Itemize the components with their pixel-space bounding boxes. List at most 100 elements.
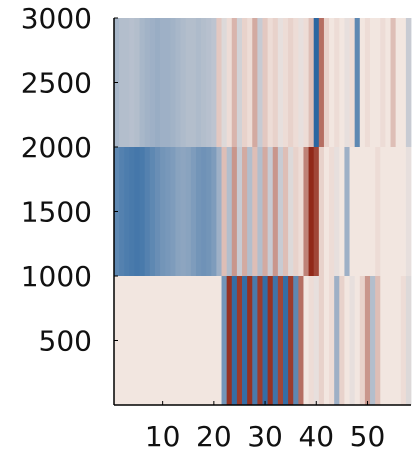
heatmap-cell [313,276,320,405]
heatmap-cell [195,147,202,276]
heatmap-cell [139,147,146,276]
heatmap-cell [185,18,192,147]
heatmap-cell [216,147,222,276]
heatmap-cell [129,18,135,147]
heatmap-cell [160,18,166,147]
heatmap-cell [370,18,376,147]
heatmap-cell [129,147,135,276]
heatmap-cell [282,276,289,405]
heatmap-cell [160,276,166,405]
heatmap-cell [329,147,335,276]
heatmap-cell [293,147,299,276]
heatmap-cell [185,147,192,276]
heatmap-cell [318,147,325,276]
heatmap-cell [211,147,217,276]
x-tick-label: 40 [298,420,334,451]
heatmap-cell [201,147,207,276]
heatmap-cell [277,147,284,276]
heatmap-cell [339,18,345,147]
heatmap-cell [242,147,248,276]
y-tick-label: 2000 [21,131,92,164]
heatmap-cell [160,147,166,276]
x-tick-label: 30 [247,420,283,451]
heatmap-cell [390,18,397,147]
heatmap-cell [190,276,197,405]
heatmap-cell [195,276,202,405]
y-tick-labels: 500 1000 1500 2000 2500 3000 [21,2,118,358]
heatmap-cell [216,18,222,147]
heatmap-cell [154,18,161,147]
heatmap-cell [375,18,381,147]
heatmap-cell [221,276,228,405]
heatmap-cell [282,18,289,147]
heatmap-cell [395,147,402,276]
heatmap-cell [190,18,197,147]
heatmap-cell [400,18,407,147]
heatmap-cell [385,147,391,276]
heatmap-cell [313,18,320,147]
heatmap-cell [262,18,269,147]
heatmap-cell [252,276,258,405]
heatmap-cell [226,18,233,147]
heatmap-cell [293,18,299,147]
heatmap-cell [236,18,243,147]
heatmap-cell [201,18,207,147]
heatmap-cell [180,147,187,276]
heatmap-cell [221,18,228,147]
heatmap-cell [349,276,356,405]
heatmap-cell [154,276,161,405]
heatmap-cell [252,18,258,147]
heatmap-cell [359,18,366,147]
heatmap-cell [124,276,130,405]
heatmap-cell [226,147,233,276]
heatmap-cell [144,18,151,147]
heatmap-cell [231,18,238,147]
heatmap-cell [380,18,386,147]
heatmap-cell [247,276,253,405]
heatmap-cell [149,276,156,405]
heatmap-cell [339,147,345,276]
heatmap-cell [129,276,135,405]
heatmap-cell [221,147,228,276]
heatmap-cell [134,147,140,276]
heatmap-cell [185,276,192,405]
heatmap-cell [236,276,243,405]
x-tick-label: 20 [196,420,232,451]
heatmap-cell [139,276,146,405]
heatmap-cell [329,276,335,405]
heatmap-cell [216,276,222,405]
heatmap-cell [298,147,304,276]
heatmap-cell [226,276,233,405]
x-tick-label: 10 [145,420,181,451]
heatmap-cell [354,147,361,276]
heatmap-cell [272,18,279,147]
heatmap-cell [313,147,320,276]
heatmap-cell [334,147,340,276]
heatmap-cell [211,18,217,147]
heatmap-cell [400,276,407,405]
heatmap-cell [262,276,269,405]
heatmap-cell [354,276,361,405]
heatmap-cell [119,18,125,147]
heatmap-cell [206,276,212,405]
heatmap-cell [318,276,325,405]
heatmap-cell [405,276,412,405]
heatmap-cell [364,18,371,147]
heatmap-cell [400,147,407,276]
heatmap-cell [267,147,274,276]
heatmap-cell [119,147,125,276]
heatmap-cell [339,276,345,405]
heatmap-cell [390,147,397,276]
heatmap-cell [247,18,253,147]
heatmap-cell [323,276,330,405]
heatmap-cell [390,276,397,405]
heatmap-cell [236,147,243,276]
heatmap-cell [231,276,238,405]
heatmap-cell [375,147,381,276]
heatmap-cell [298,18,304,147]
heatmap-cell [303,147,309,276]
heatmap-cell [349,18,356,147]
heatmap-cells [114,18,412,405]
heatmap-cell [405,18,412,147]
heatmap-cell [405,147,412,276]
